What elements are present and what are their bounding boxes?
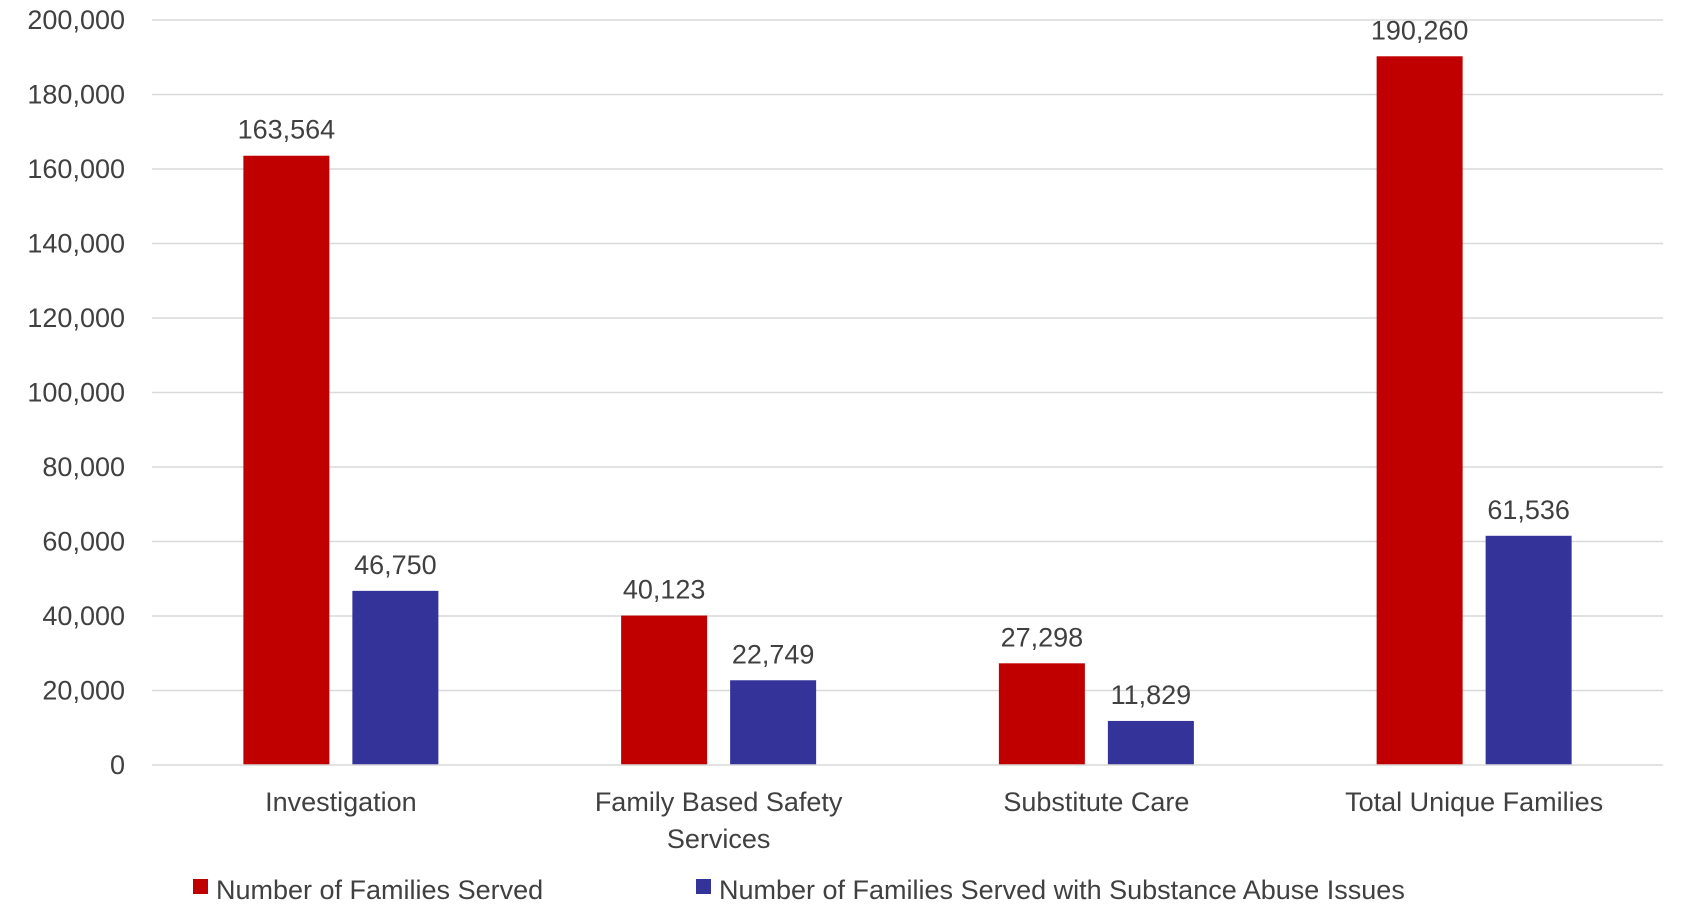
y-tick-label: 160,000 [27,154,125,184]
bar-series-1[interactable] [243,155,330,765]
data-label: 22,749 [732,639,815,669]
y-tick-label: 0 [110,750,125,780]
legend: Number of Families Served Number of Famil… [193,875,1405,905]
data-label: 163,564 [238,115,336,145]
data-label: 27,298 [1001,622,1084,652]
bar-series-2[interactable] [1107,720,1194,765]
data-label: 11,829 [1111,680,1192,710]
bar-series-1[interactable] [621,615,708,765]
y-tick-label: 120,000 [27,303,125,333]
data-label: 40,123 [623,575,706,605]
bar-series-2[interactable] [1485,535,1572,765]
data-labels: 163,564 46,750 40,123 22,749 27,298 11,829 190… [238,15,1570,710]
data-label: 61,536 [1487,495,1570,525]
y-tick-label: 40,000 [42,601,125,631]
y-axis: 0 20,000 40,000 60,000 80,000 100,000 120,000 1… [27,5,125,780]
x-tick-label: Family Based Safety [595,787,843,817]
y-tick-label: 100,000 [27,378,125,408]
y-tick-label: 140,000 [27,229,125,259]
y-tick-label: 80,000 [42,452,125,482]
x-tick-label: Total Unique Families [1345,787,1603,817]
bar-series-2[interactable] [352,590,439,765]
y-tick-label: 60,000 [42,527,125,557]
x-tick-label: Substitute Care [1003,787,1189,817]
legend-swatch[interactable] [193,879,208,894]
data-label: 190,260 [1371,15,1469,45]
data-label: 46,750 [354,550,437,580]
y-tick-label: 20,000 [42,676,125,706]
legend-label[interactable]: Number of Families Served [216,875,543,905]
bars [243,56,1572,766]
legend-swatch[interactable] [696,879,711,894]
bar-series-1[interactable] [998,663,1085,765]
bar-series-1[interactable] [1376,56,1463,766]
y-tick-label: 180,000 [27,80,125,110]
x-tick-label: Investigation [265,787,417,817]
bar-series-2[interactable] [730,680,817,765]
y-tick-label: 200,000 [27,5,125,35]
x-axis: Investigation Family Based Safety Services… [152,764,1663,854]
x-tick-label: Services [667,824,771,854]
legend-label[interactable]: Number of Families Served with Substance… [719,875,1405,905]
